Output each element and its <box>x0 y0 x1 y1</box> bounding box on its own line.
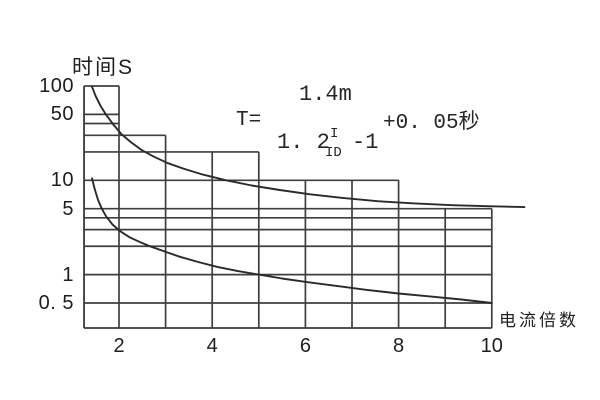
x-tick-label: 2 <box>113 335 125 357</box>
formula-lhs: T= <box>236 109 262 132</box>
x-axis-title: 电流倍数 <box>499 311 579 330</box>
formula-numerator: 1.4m <box>299 82 352 107</box>
x-tick-label: 4 <box>206 335 218 357</box>
y-tick-label: 0. 5 <box>38 291 74 314</box>
formula-denominator-base: 1. 2 <box>277 130 330 155</box>
formula-exponent-denominator: ID <box>325 145 342 161</box>
y-tick-label: 10 <box>50 169 74 192</box>
formula-exponent-numerator: I <box>330 126 339 142</box>
y-tick-label: 1 <box>62 263 74 286</box>
formula-denominator-tail: -1 <box>352 130 379 155</box>
x-tick-label: 8 <box>393 335 405 357</box>
y-tick-label: 100 <box>39 75 74 97</box>
lower-curve <box>91 177 493 304</box>
x-tick-label: 6 <box>299 335 311 357</box>
y-axis-title: 时间S <box>72 56 135 79</box>
formula-tail: +0. 05秒 <box>383 112 480 135</box>
x-tick-label: 10 <box>480 335 503 357</box>
y-tick-label: 50 <box>50 103 74 126</box>
y-tick-label: 5 <box>62 197 74 220</box>
upper-curve <box>91 85 526 209</box>
